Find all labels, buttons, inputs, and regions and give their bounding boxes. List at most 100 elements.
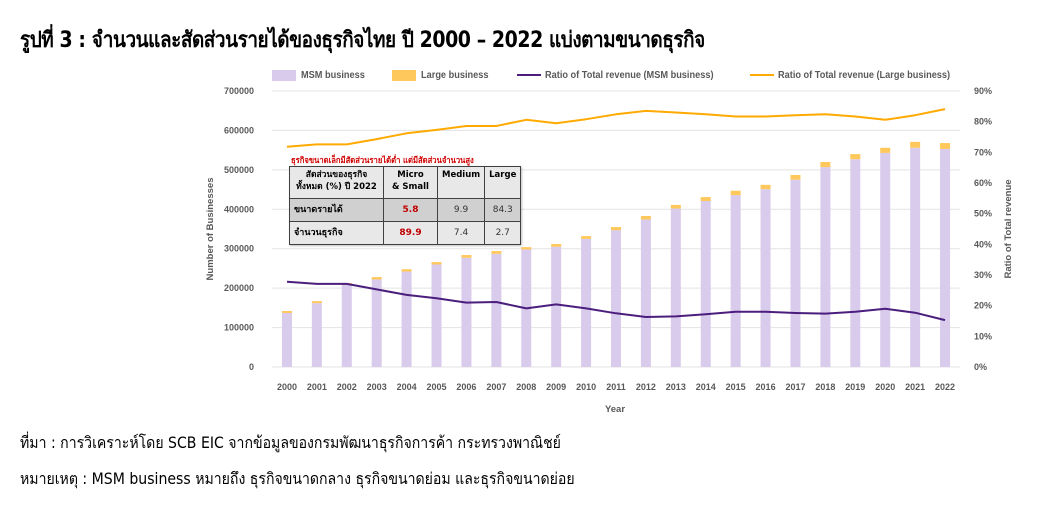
bar-series — [281, 141, 951, 367]
legend-swatch-large-icon — [392, 69, 417, 81]
bar-large — [611, 227, 621, 231]
bar-msm — [670, 208, 681, 367]
combo-chart: 0 100000 200000 300000 400000 500000 600000 700… — [205, 86, 1014, 415]
y2-tick-label: 0% — [974, 362, 987, 372]
x-tick-label: 2014 — [696, 382, 716, 392]
y2-tick-label: 70% — [974, 147, 992, 157]
x-tick-label: 2017 — [785, 382, 805, 392]
bar-msm — [640, 219, 651, 367]
cell-large: 2.7 — [484, 221, 522, 245]
line-ratio-msm — [286, 280, 946, 322]
x-tick-label: 2012 — [636, 382, 656, 392]
x-tick-label: 2005 — [427, 382, 447, 392]
header-line: Micro — [397, 170, 424, 180]
y-tick-label: 400000 — [224, 204, 254, 214]
legend-label: Ratio of Total revenue (Large business) — [778, 69, 951, 81]
header-line: & Small — [392, 182, 429, 192]
table-header-cell: Medium — [436, 166, 486, 199]
y2-tick-label: 50% — [974, 209, 992, 219]
bar-large — [700, 197, 711, 202]
y-axis-title: Number of Businesses — [205, 178, 216, 281]
y2-tick-label: 90% — [974, 86, 992, 96]
x-tick-label: 2007 — [486, 382, 506, 392]
bar-large — [401, 269, 412, 272]
legend-line-purple-icon — [516, 74, 541, 76]
line-series — [286, 108, 946, 322]
bar-msm — [760, 189, 771, 367]
legend-label: Ratio of Total revenue (MSM business) — [544, 69, 714, 81]
summary-table: สัดส่วนของธุรกิจ ทั้งหมด (%) ปี 2022 Mic… — [289, 166, 522, 245]
y2-tick-label: 80% — [974, 117, 992, 127]
x-tick-label: 2002 — [337, 382, 357, 392]
remark-note: หมายเหตุ : MSM business หมายถึง ธุรกิจขน… — [20, 469, 575, 488]
bar-msm — [341, 284, 352, 367]
bar-msm — [880, 152, 891, 367]
y-tick-label: 200000 — [224, 283, 254, 293]
header-line: สัดส่วนของธุรกิจ — [305, 170, 368, 180]
x-tick-label: 2011 — [606, 382, 626, 392]
y-axis-left: 0 100000 200000 300000 400000 500000 600000 700… — [224, 86, 254, 372]
y-tick-label: 600000 — [224, 125, 254, 135]
bar-msm — [611, 230, 621, 367]
x-tick-label: 2018 — [815, 382, 835, 392]
legend-line-orange-icon — [750, 74, 774, 76]
table-row: จำนวนธุรกิจ 89.9 7.4 2.7 — [289, 221, 522, 245]
x-tick-label: 2016 — [756, 382, 776, 392]
bar-large — [850, 154, 861, 160]
table-header-cell: Large — [484, 166, 522, 199]
legend-item-ratio-large: Ratio of Total revenue (Large business) — [750, 70, 965, 81]
y2-axis-title: Ratio of Total revenue — [1003, 179, 1014, 278]
bar-msm — [581, 238, 592, 367]
y2-tick-label: 60% — [974, 178, 992, 188]
x-tick-label: 2013 — [666, 382, 686, 392]
chart-legend: MSM business Large business Ratio of Tot… — [272, 68, 987, 82]
header-line: ทั้งหมด (%) ปี 2022 — [296, 182, 377, 192]
x-tick-label: 2015 — [726, 382, 746, 392]
bar-large — [461, 255, 472, 258]
y2-tick-label: 40% — [974, 239, 992, 249]
bar-large — [940, 143, 951, 149]
table-header-row: สัดส่วนของธุรกิจ ทั้งหมด (%) ปี 2022 Mic… — [289, 166, 522, 199]
bar-msm — [940, 148, 951, 367]
bar-large — [640, 215, 651, 220]
legend-item-ratio-msm: Ratio of Total revenue (MSM business) — [516, 69, 728, 81]
bar-large — [371, 277, 382, 280]
legend-swatch-msm-icon — [272, 69, 296, 81]
x-axis-title: Year — [605, 404, 625, 415]
bar-large — [281, 311, 292, 313]
bar-msm — [551, 246, 562, 367]
legend-label: MSM business — [301, 69, 365, 81]
x-axis: 2000 2001 2002 2003 2004 2005 2006 2007 2008 2009… — [277, 382, 955, 392]
row-label: ขนาดรายได้ — [289, 198, 384, 222]
x-tick-label: 2008 — [516, 382, 536, 392]
bar-large — [760, 184, 771, 190]
bar-msm — [850, 159, 861, 367]
bar-large — [311, 301, 322, 304]
cell-medium: 7.4 — [436, 221, 486, 245]
row-label: จำนวนธุรกิจ — [289, 221, 384, 245]
bar-msm — [730, 195, 741, 367]
x-tick-label: 2001 — [307, 382, 327, 392]
bar-large — [910, 141, 921, 148]
bar-msm — [281, 312, 292, 367]
legend-item-msm: MSM business — [272, 69, 370, 81]
bar-msm — [910, 147, 921, 367]
bar-large — [551, 243, 562, 247]
y-axis-right: 0% 10% 20% 30% 40% 50% 60% 70% 80% 90% — [974, 86, 992, 372]
y-tick-label: 500000 — [224, 165, 254, 175]
bar-large — [790, 174, 801, 180]
cell-large: 84.3 — [484, 198, 522, 222]
bar-large — [581, 236, 592, 239]
bar-msm — [431, 264, 442, 367]
legend-label: Large business — [421, 69, 489, 81]
bar-msm — [491, 253, 502, 367]
bar-large — [730, 190, 741, 196]
bar-large — [880, 147, 891, 153]
bar-large — [820, 161, 831, 168]
bar-msm — [401, 271, 412, 367]
y2-tick-label: 20% — [974, 301, 992, 311]
bar-large — [670, 204, 681, 209]
y-tick-label: 300000 — [224, 244, 254, 254]
bar-msm — [700, 201, 711, 367]
cell-micro-small: 89.9 — [383, 221, 438, 245]
